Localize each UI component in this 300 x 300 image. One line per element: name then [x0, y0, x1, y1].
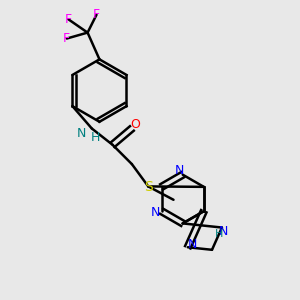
Text: F: F [93, 8, 100, 21]
Text: H: H [215, 229, 223, 239]
Text: N: N [77, 127, 86, 140]
Text: O: O [130, 118, 140, 131]
Text: H: H [91, 131, 101, 145]
Text: F: F [63, 32, 70, 45]
Text: N: N [175, 164, 184, 177]
Text: N: N [219, 226, 228, 238]
Text: S: S [145, 180, 153, 194]
Text: N: N [151, 206, 160, 219]
Text: N: N [188, 238, 197, 251]
Text: F: F [65, 13, 72, 26]
